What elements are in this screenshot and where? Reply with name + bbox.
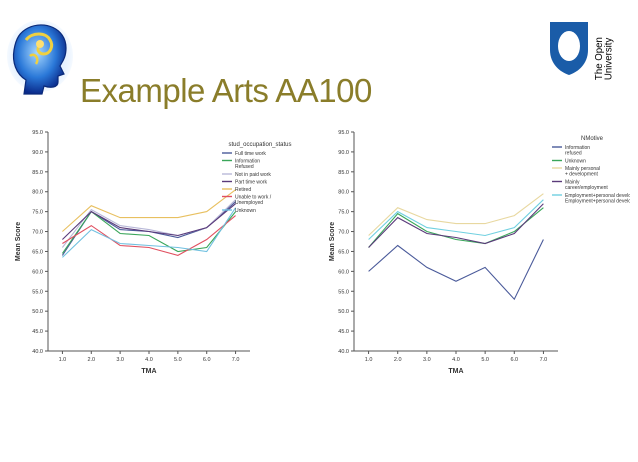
- x-tick-label: 1.0: [365, 357, 373, 363]
- legend-entry: Mainly career/employment: [565, 180, 608, 192]
- x-tick-label: 4.0: [145, 357, 153, 363]
- x-tick-label: 7.0: [540, 357, 548, 363]
- x-tick-label: 4.0: [452, 357, 460, 363]
- y-axis-label: Mean Score: [15, 222, 22, 261]
- series-line-3: [62, 203, 236, 240]
- x-tick-label: 6.0: [203, 357, 211, 363]
- y-tick-label: 80.0: [338, 190, 349, 196]
- x-tick-label: 1.0: [59, 357, 67, 363]
- x-tick-label: 7.0: [232, 357, 240, 363]
- line-chart-motive: 40.0 45.0 50.0 55.0 60.0 65.0 70.0 75.0 80.0 85.0…: [329, 130, 630, 375]
- y-tick-label: 55.0: [338, 289, 349, 295]
- legend-title: stud_occupation_status: [228, 142, 291, 148]
- open-university-wordmark: The Open University: [594, 37, 614, 81]
- y-tick-label: 60.0: [32, 269, 43, 275]
- legend-entry: Unknown: [235, 208, 256, 214]
- series-line-2: [368, 193, 544, 236]
- x-tick-label: 2.0: [87, 357, 95, 363]
- y-tick-label: 75.0: [32, 210, 43, 216]
- legend-entry: Information Refused: [235, 159, 260, 171]
- legend-entry: Employment+personal developmenEmployment…: [565, 193, 630, 205]
- y-tick-label: 95.0: [338, 130, 349, 136]
- x-tick-label: 3.0: [116, 357, 124, 363]
- series-line-1: [368, 207, 544, 248]
- x-axis-label: TMA: [448, 368, 463, 375]
- y-tick-label: 70.0: [32, 230, 43, 236]
- y-tick-label: 55.0: [32, 289, 43, 295]
- legend-entry: Full time work: [235, 151, 266, 157]
- legend-entry: Information refused: [565, 145, 590, 157]
- y-tick-label: 65.0: [338, 249, 349, 255]
- x-tick-label: 5.0: [481, 357, 489, 363]
- y-tick-label: 75.0: [338, 210, 349, 216]
- legend-entry: Unable to work / Unemployed: [235, 195, 272, 207]
- y-tick-label: 65.0: [32, 249, 43, 255]
- series-line-2: [61, 199, 236, 248]
- y-axis-label: Mean Score: [329, 222, 336, 261]
- legend-entry: Not in paid work: [235, 172, 271, 178]
- head-brain-icon: [7, 20, 73, 95]
- y-tick-label: 60.0: [338, 269, 349, 275]
- legend-entry: Retired: [235, 187, 251, 193]
- legend-entry: Unknown: [565, 159, 586, 165]
- y-tick-label: 45.0: [338, 329, 349, 335]
- legend-entry: Mainly personal + development: [565, 166, 600, 178]
- svg-text:The Open: The Open: [594, 37, 605, 80]
- y-tick-label: 85.0: [32, 170, 43, 176]
- y-tick-label: 50.0: [338, 309, 349, 315]
- series-line-3: [368, 203, 544, 248]
- y-tick-label: 45.0: [32, 329, 43, 335]
- y-tick-label: 40.0: [338, 349, 349, 355]
- line-chart-occupation-status: 40.0 45.0 50.0 55.0 60.0 65.0 70.0 75.0 80.0 85.0…: [15, 130, 292, 375]
- series-line-0: [368, 239, 544, 301]
- series-line-5: [62, 215, 236, 256]
- x-tick-label: 6.0: [510, 357, 518, 363]
- legend-entry: Part time work: [235, 180, 267, 186]
- y-tick-label: 80.0: [32, 190, 43, 196]
- legend-title: NMotive: [581, 136, 604, 142]
- y-tick-label: 85.0: [338, 170, 349, 176]
- open-university-logo: [550, 22, 588, 75]
- y-tick-label: 40.0: [32, 349, 43, 355]
- y-tick-label: 90.0: [32, 150, 43, 156]
- series-line-6: [62, 207, 237, 258]
- slide-title: Example Arts AA100: [80, 72, 372, 109]
- y-tick-label: 70.0: [338, 230, 349, 236]
- svg-text:University: University: [604, 38, 614, 81]
- series-line-4: [368, 199, 544, 240]
- x-tick-label: 5.0: [174, 357, 182, 363]
- series-line-4: [62, 189, 236, 232]
- y-tick-label: 90.0: [338, 150, 349, 156]
- x-axis-label: TMA: [141, 368, 156, 375]
- y-tick-label: 95.0: [32, 130, 43, 136]
- x-tick-label: 2.0: [394, 357, 402, 363]
- x-tick-label: 3.0: [423, 357, 431, 363]
- y-tick-label: 50.0: [32, 309, 43, 315]
